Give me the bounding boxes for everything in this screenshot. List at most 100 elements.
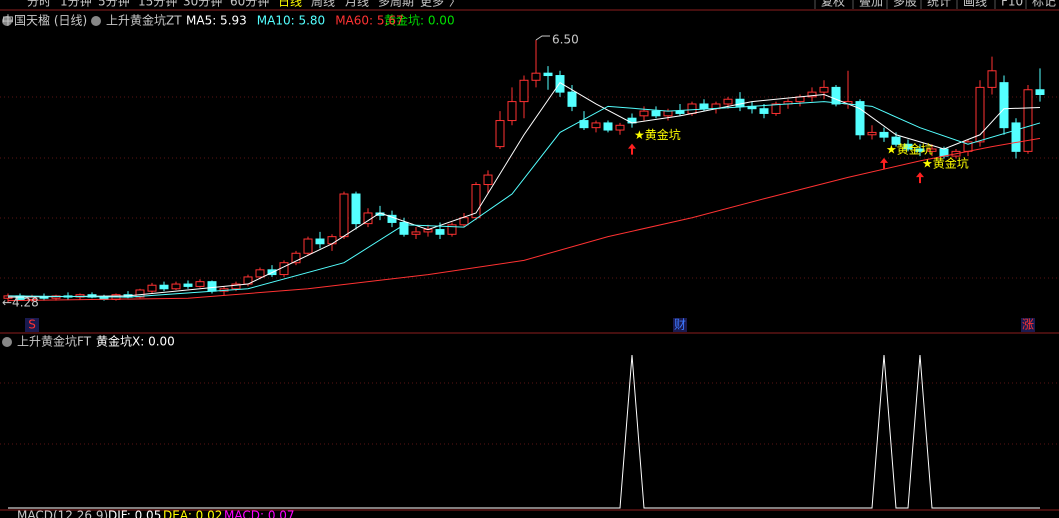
event-box <box>1021 318 1035 332</box>
candle-body <box>807 91 817 98</box>
ma-line <box>7 137 1041 302</box>
candle-body <box>207 281 217 292</box>
candle-body <box>507 101 517 122</box>
menu-item[interactable]: 分时 <box>27 0 51 9</box>
menu-item[interactable]: 周线 <box>311 0 335 9</box>
candle-body <box>303 238 313 254</box>
signal-label: 黄金坑: 0.00 <box>384 13 455 28</box>
lower-label: 黄金坑X: 0.00 <box>96 334 175 349</box>
toolbar-button[interactable]: 叠加 <box>859 0 883 9</box>
menu-item[interactable]: 多周期 <box>378 0 414 9</box>
candle-body <box>675 110 685 114</box>
macd-title: MACD(12,26,9) <box>17 509 108 518</box>
candle-body <box>999 82 1009 129</box>
candle-body <box>471 184 481 219</box>
annotation: ★黄金坑 <box>634 127 681 142</box>
candle-body <box>195 281 205 287</box>
candle-body <box>495 120 505 148</box>
event-marker: 财 <box>674 318 686 332</box>
candle-body <box>339 193 349 238</box>
candle-body <box>603 122 613 131</box>
candle-body <box>183 283 193 287</box>
candle-body <box>171 283 181 290</box>
ma-line <box>7 101 1041 298</box>
candle-body <box>651 110 661 117</box>
candle-body <box>327 236 337 245</box>
toolbar-button[interactable]: 画线 <box>963 0 987 9</box>
collapse-icon[interactable] <box>2 16 12 26</box>
event-marker: S <box>28 318 36 332</box>
menu-item[interactable]: 5分钟 <box>98 0 130 9</box>
menu-item[interactable]: 月线 <box>345 0 369 9</box>
toolbar-button[interactable]: 复权 <box>821 0 845 9</box>
candle-body <box>543 72 553 77</box>
candle-body <box>1011 122 1021 152</box>
toolbar-button[interactable]: 多股 <box>893 0 917 9</box>
event-marker: 涨 <box>1022 317 1034 332</box>
candle-body <box>663 110 673 117</box>
indicator-line <box>8 354 1040 509</box>
toolbar-button[interactable]: 统计 <box>927 0 951 9</box>
candle-body <box>519 79 529 103</box>
candle-body <box>819 86 829 93</box>
macd-dea: DEA: 0.02 <box>163 509 222 518</box>
legend-entry: MA5: 5.93 <box>186 14 247 28</box>
candle-body <box>759 108 769 114</box>
candle-body <box>147 284 157 292</box>
menu-item[interactable]: 60分钟 <box>230 0 269 9</box>
stock-title: 中国天楹 (日线) <box>2 13 87 28</box>
menu-item[interactable]: 〉 <box>449 0 461 9</box>
candle-body <box>1035 89 1045 95</box>
candle-body <box>699 103 709 110</box>
collapse-icon[interactable] <box>2 337 12 347</box>
candle-body <box>639 110 649 117</box>
event-box <box>673 318 687 332</box>
candle-body <box>615 124 625 131</box>
macd-dif: DIF: 0.05 <box>108 509 161 518</box>
candle-body <box>255 269 265 278</box>
ma-line <box>7 81 1041 298</box>
candle-body <box>927 148 937 152</box>
candle-body <box>879 131 889 138</box>
legend-entry: MA10: 5.80 <box>257 14 325 28</box>
menu-item[interactable]: 更多 <box>420 0 444 9</box>
candle-body <box>867 131 877 136</box>
candle-body <box>975 86 985 143</box>
candle-body <box>831 86 841 105</box>
candle-body <box>459 217 469 226</box>
candle-body <box>903 143 913 150</box>
candle-body <box>915 148 925 152</box>
signal-arrow <box>880 157 888 169</box>
candle-body <box>555 75 565 93</box>
candle-body <box>567 91 577 107</box>
toolbar-button[interactable]: 标记 <box>1032 0 1056 9</box>
candle-body <box>399 221 409 235</box>
menu-item[interactable]: 15分钟 <box>138 0 177 9</box>
candle-body <box>855 101 865 136</box>
candle-body <box>723 98 733 105</box>
menu-item[interactable]: 1分钟 <box>60 0 92 9</box>
candle-body <box>939 148 949 157</box>
high-label: 6.50 <box>552 33 579 47</box>
lower-title: 上升黄金坑FT <box>17 334 92 349</box>
toolbar-button[interactable]: F10 <box>1001 0 1023 9</box>
menu-item[interactable]: 日线 <box>278 0 302 9</box>
candle-body <box>891 136 901 145</box>
candle-body <box>531 72 541 81</box>
macd-value: MACD: 0.07 <box>224 509 295 518</box>
candle-body <box>159 284 169 290</box>
menu-item[interactable]: 30分钟 <box>183 0 222 9</box>
candle-body <box>579 120 589 129</box>
low-label: ←4.28 <box>2 296 39 310</box>
candle-body <box>39 296 49 299</box>
candle-body <box>447 224 457 235</box>
event-box <box>25 318 39 332</box>
collapse-icon[interactable] <box>91 16 101 26</box>
candle-body <box>291 252 301 264</box>
high-pointer <box>535 35 550 41</box>
candle-body <box>135 289 145 298</box>
candle-body <box>687 103 697 114</box>
candle-body <box>1023 89 1033 152</box>
signal-arrow <box>916 172 924 184</box>
